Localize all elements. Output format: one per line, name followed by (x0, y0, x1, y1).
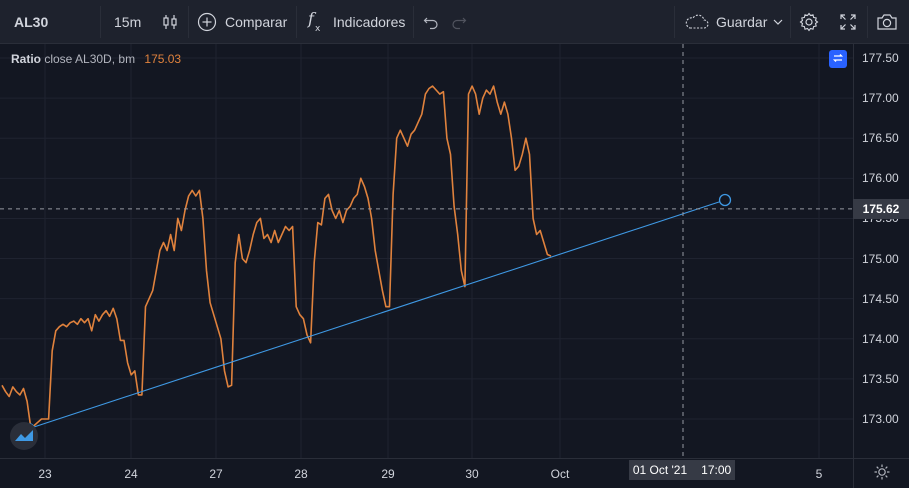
time-tick-label: 27 (209, 467, 223, 481)
fullscreen-button[interactable] (839, 0, 857, 44)
camera-icon (876, 13, 898, 31)
price-chart[interactable] (0, 44, 853, 458)
toolbar-divider (674, 6, 675, 38)
price-axis[interactable] (853, 44, 909, 458)
crosshair-time-label: 01 Oct '21 17:00 (629, 460, 735, 480)
redo-icon (451, 14, 467, 30)
price-tick-label: 173.00 (862, 412, 899, 426)
chevron-down-icon (773, 18, 783, 26)
toolbar-divider (413, 6, 414, 38)
time-tick-label: 5 (815, 467, 823, 481)
save-button[interactable]: Guardar (684, 0, 783, 44)
toolbar-divider (867, 6, 868, 38)
symbol-search[interactable]: AL30 (14, 0, 48, 44)
indicators-label: Indicadores (333, 14, 406, 30)
legend-description: close AL30D, bm (44, 52, 136, 66)
price-tick-label: 175.00 (862, 251, 899, 266)
price-tick-label: 176.50 (862, 131, 899, 146)
toolbar-divider (296, 6, 297, 38)
svg-text:f: f (307, 11, 317, 28)
logo-icon (14, 428, 34, 445)
time-tick-label: 24 (124, 467, 138, 481)
ratio-series-line (1, 85, 552, 428)
legend-value: 175.03 (144, 52, 182, 66)
compare-button[interactable]: Comparar (197, 0, 287, 44)
price-tick-label: 174.50 (862, 291, 899, 306)
save-label: Guardar (716, 14, 768, 30)
svg-text:x: x (315, 24, 321, 33)
time-tick-label: 23 (38, 467, 52, 481)
sun-icon (874, 464, 890, 483)
cloud-icon (684, 13, 710, 31)
axis-settings-button[interactable] (853, 458, 909, 488)
price-tick-label: 173.50 (862, 371, 899, 386)
crosshair-time: 17:00 (701, 463, 732, 477)
trend-line (28, 199, 726, 430)
price-tick-label: 177.00 (862, 91, 899, 106)
compare-label: Comparar (225, 14, 288, 30)
price-tick-label: 176.00 (862, 171, 899, 186)
fullscreen-icon (839, 13, 857, 31)
redo-button[interactable] (451, 0, 467, 44)
price-tick-label: 177.50 (862, 51, 899, 65)
scale-mode-button[interactable] (829, 50, 847, 68)
toolbar-divider (100, 6, 101, 38)
gear-icon (799, 12, 819, 32)
trend-line-handle-end (718, 193, 732, 207)
refresh-icon (832, 52, 844, 67)
undo-icon (423, 14, 439, 30)
series-legend: Ratio close AL30D, bm 175.03 (11, 52, 181, 66)
crosshair-price-label: 175.62 (853, 199, 909, 219)
time-tick-label: 30 (465, 467, 479, 481)
symbol-label: AL30 (14, 14, 49, 30)
interval-label: 15m (114, 14, 142, 30)
time-tick-label: 29 (381, 467, 395, 481)
settings-button[interactable] (799, 0, 819, 44)
price-tick-label: 174.00 (862, 331, 899, 346)
candles-icon (161, 13, 179, 31)
crosshair-date: 01 Oct '21 (632, 463, 688, 477)
undo-button[interactable] (423, 0, 439, 44)
chart-pane[interactable] (0, 44, 853, 458)
time-tick-label: Oct (550, 467, 570, 481)
time-tick-label: 28 (294, 467, 308, 481)
time-axis[interactable] (0, 458, 853, 488)
tradingview-logo[interactable] (10, 422, 38, 450)
snapshot-button[interactable] (876, 0, 898, 44)
interval-button[interactable]: 15m (114, 0, 141, 44)
plus-circle-icon (197, 12, 217, 32)
chart-type-button[interactable] (161, 0, 179, 44)
toolbar-divider (188, 6, 189, 38)
toolbar-divider (790, 6, 791, 38)
legend-name: Ratio (11, 52, 41, 66)
